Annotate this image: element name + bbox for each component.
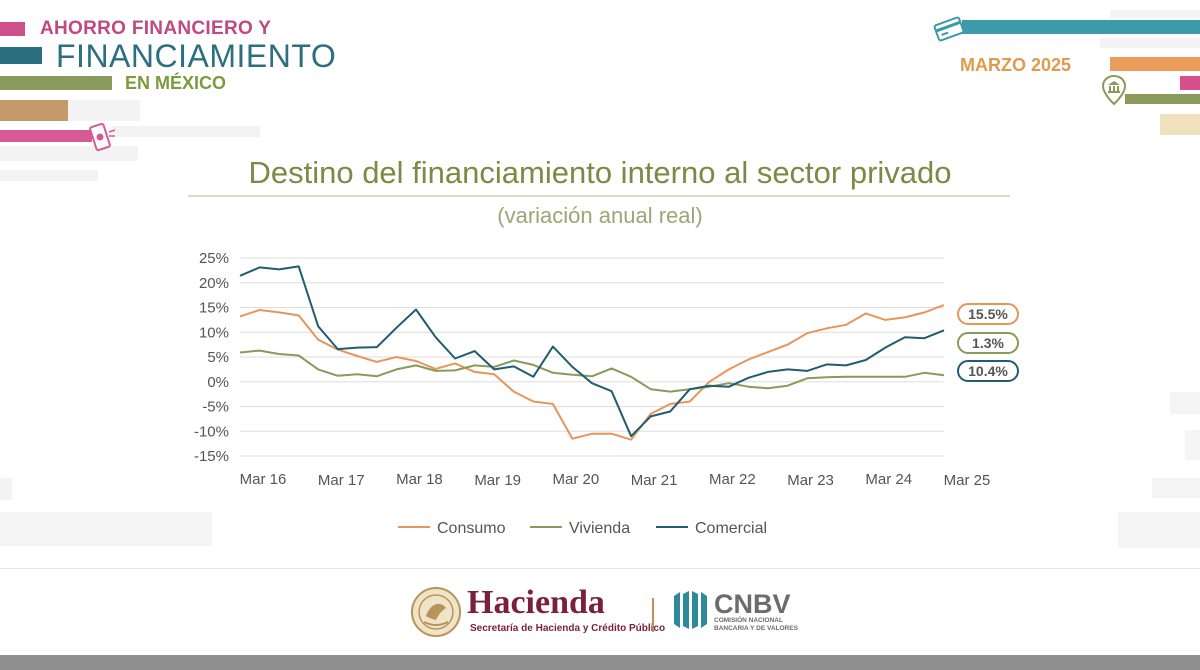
deco-stripe [1100, 38, 1200, 48]
deco-stripe [1125, 94, 1200, 104]
x-tick-label: Mar 20 [553, 471, 600, 488]
y-tick-label: 25% [199, 250, 229, 267]
gridlines [240, 257, 944, 457]
credit-card-icon [933, 16, 965, 42]
end-label-vivienda: 1.3% [972, 335, 1004, 351]
deco-stripe [0, 170, 98, 181]
header-line-2: FINANCIAMIENTO [56, 38, 337, 74]
legend-label-comercial: Comercial [695, 520, 767, 537]
deco-stripe [0, 146, 138, 161]
deco-stripe [68, 100, 140, 121]
x-tick-label: Mar 22 [709, 471, 756, 488]
x-tick-label: Mar 17 [318, 472, 365, 489]
hacienda-subtitle: Secretaría de Hacienda y Crédito Público [470, 623, 666, 634]
deco-stripe [0, 22, 25, 36]
series-line-consumo [239, 304, 945, 441]
deco-stripe [1152, 478, 1200, 498]
x-tick-label: Mar 19 [474, 472, 521, 489]
cnbv-subtitle-line-1: COMISIÓN NACIONAL [714, 617, 783, 624]
series-lines [239, 265, 945, 441]
logo-divider [652, 598, 654, 632]
end-labels: 15.5% 1.3% 10.4% [957, 303, 1019, 382]
chart-subtitle: (variación anual real) [497, 203, 703, 228]
x-axis: Mar 16 Mar 17 Mar 18 Mar 19 Mar 20 Mar 21 Mar … [240, 471, 991, 489]
y-tick-label: -15% [194, 448, 229, 465]
header-line-1: AHORRO FINANCIERO Y [40, 18, 272, 39]
x-tick-label: Mar 24 [865, 471, 912, 488]
hacienda-logo-text: Hacienda [467, 584, 605, 621]
end-label-comercial: 10.4% [968, 363, 1008, 379]
report-date: MARZO 2025 [960, 55, 1072, 75]
title-divider [188, 195, 1010, 197]
y-tick-label: -5% [202, 399, 229, 416]
y-tick-label: 15% [199, 300, 229, 317]
y-axis: 25% 20% 15% 10% 5% 0% -5% -10% -15% [194, 250, 229, 465]
deco-stripe [1185, 430, 1200, 460]
deco-stripe [1160, 114, 1200, 135]
deco-stripe [0, 512, 212, 546]
bank-pin-icon [1101, 74, 1127, 106]
x-tick-label: Mar 16 [240, 471, 287, 488]
series-line-comercial [239, 265, 945, 438]
legend: Consumo Vivienda Comercial [398, 520, 767, 537]
cnbv-logo-text: CNBV [714, 589, 791, 619]
y-tick-label: 5% [207, 349, 229, 366]
chart-title: Destino del financiamiento interno al se… [248, 155, 952, 190]
header-line-3: EN MÉXICO [125, 73, 227, 93]
cnbv-logo-icon [674, 591, 707, 629]
mobile-phone-icon [89, 122, 116, 152]
deco-stripe [112, 126, 260, 137]
bottom-band [0, 655, 1200, 670]
x-tick-label: Mar 25 [944, 472, 991, 489]
national-seal-icon [411, 587, 461, 637]
deco-stripe [0, 47, 42, 64]
deco-stripe [0, 76, 112, 90]
series-line-vivienda [239, 349, 945, 393]
x-tick-label: Mar 23 [787, 472, 834, 489]
deco-stripe [0, 130, 92, 142]
legend-label-vivienda: Vivienda [569, 520, 630, 537]
deco-stripe [962, 20, 1200, 34]
end-label-box [957, 332, 1019, 354]
x-tick-label: Mar 18 [396, 471, 443, 488]
deco-stripe [1180, 76, 1200, 90]
y-tick-label: -10% [194, 423, 229, 440]
y-tick-label: 0% [207, 374, 229, 391]
deco-stripe [1110, 10, 1200, 18]
deco-stripe [0, 100, 68, 121]
deco-stripe [1170, 392, 1200, 414]
end-label-box [957, 360, 1019, 382]
end-label-box [957, 303, 1019, 325]
y-tick-label: 20% [199, 275, 229, 292]
deco-stripe [0, 478, 12, 500]
y-tick-label: 10% [199, 324, 229, 341]
end-label-consumo: 15.5% [968, 306, 1008, 322]
x-tick-label: Mar 21 [631, 472, 678, 489]
deco-stripe [1110, 57, 1200, 71]
footer-divider [0, 568, 1200, 569]
legend-label-consumo: Consumo [437, 520, 506, 537]
deco-stripe [1118, 512, 1200, 548]
cnbv-subtitle-line-2: BANCARIA Y DE VALORES [714, 625, 798, 632]
